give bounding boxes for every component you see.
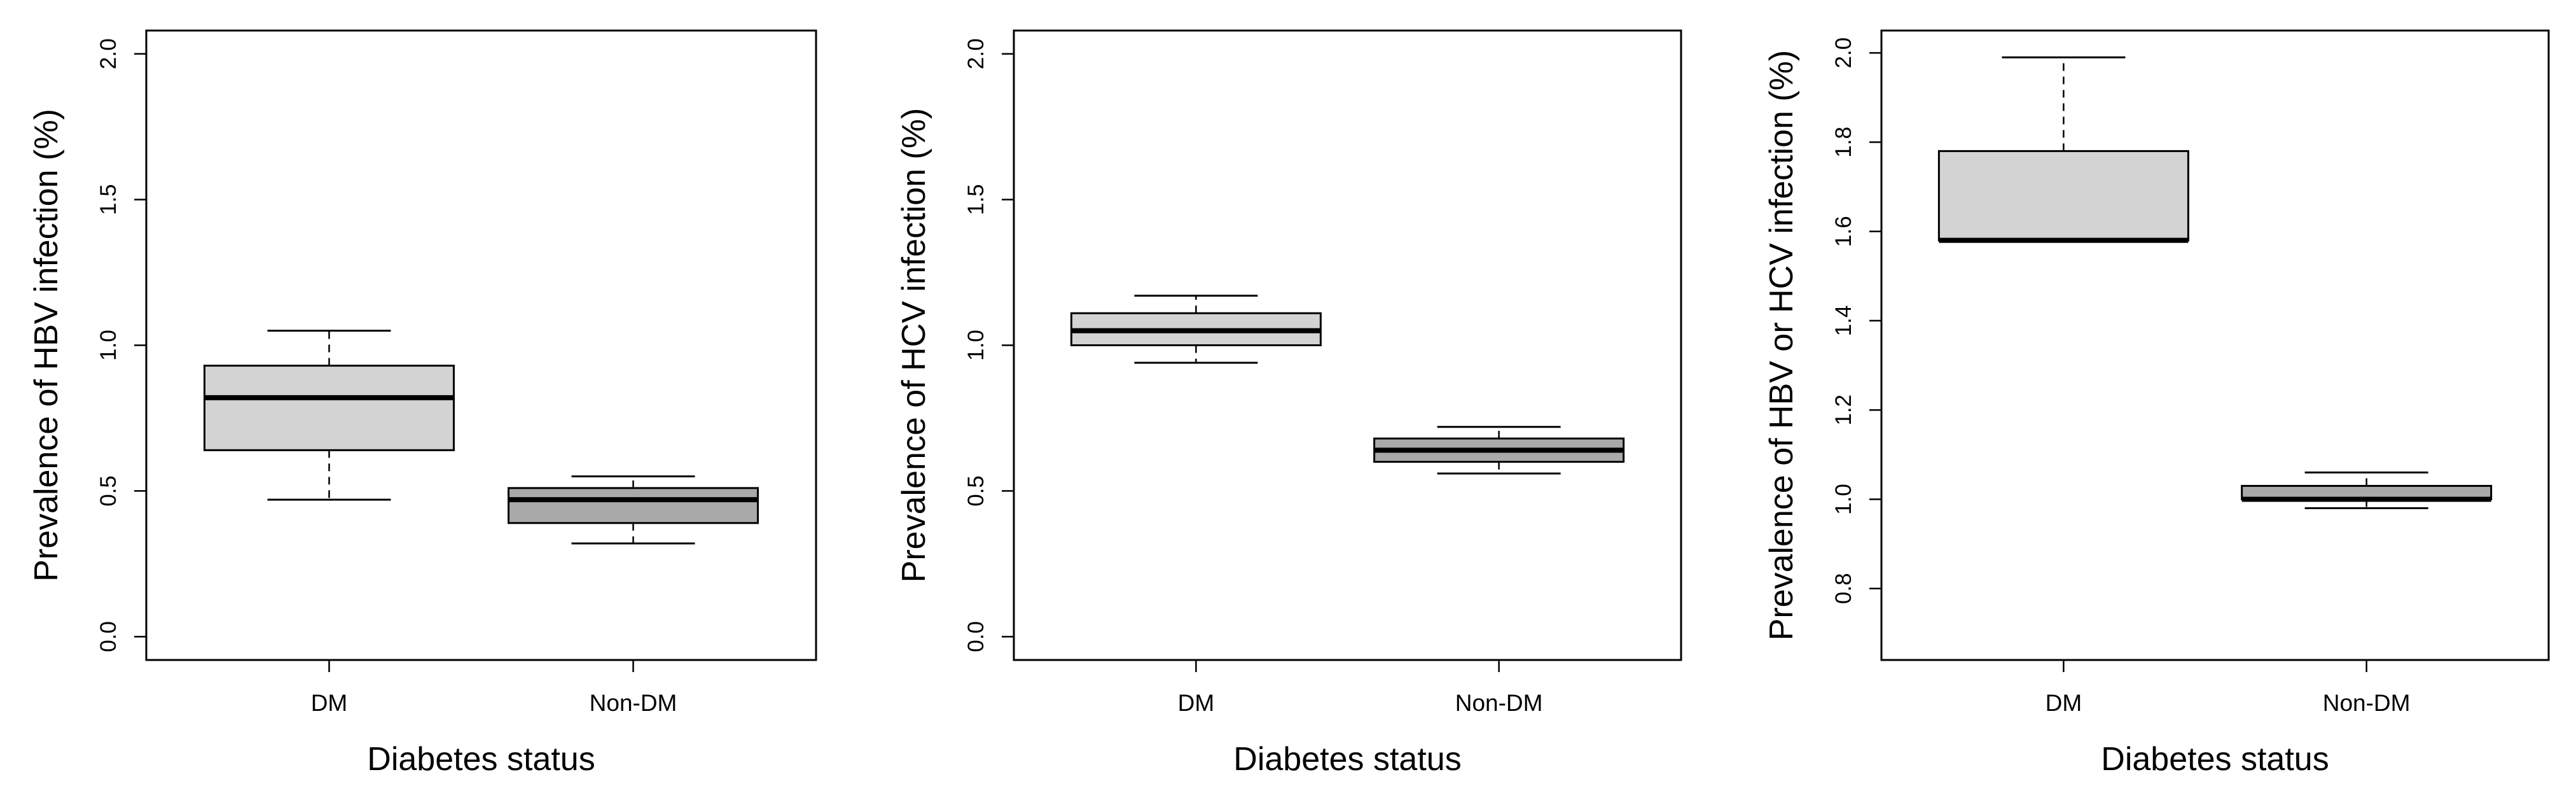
y-tick-label: 2.0 (1831, 38, 1856, 69)
chart-panel-hcv: 0.0 0.5 1.0 1.5 2.0 DM Non-DM (896, 29, 1682, 778)
y-axis-title: Prevalence of HCV infection (%) (896, 108, 932, 583)
y-tick-label: 1.4 (1831, 305, 1856, 337)
y-tick-label: 0.5 (964, 475, 988, 507)
y-tick-label: 1.0 (1831, 484, 1856, 515)
chart-panel-hbv: 0.0 0.5 1.0 1.5 2.0 DM Non-DM (28, 29, 817, 778)
y-tick-label: 0.0 (96, 621, 121, 652)
x-tick-label-dm: DM (311, 690, 348, 716)
x-tick-label-dm: DM (2046, 690, 2082, 716)
x-axis-title: Diabetes status (2101, 741, 2329, 778)
y-axis-title: Prevalence of HBV or HCV infection (%) (1763, 50, 1800, 641)
box-non-dm (508, 475, 759, 545)
y-tick-label: 2.0 (96, 38, 121, 69)
y-tick-label: 1.0 (96, 330, 121, 361)
plot-frame (1880, 29, 2550, 661)
chart-panel-hbv-or-hcv: 0.8 1.0 1.2 1.4 1.6 1.8 2.0 DM Non-DM (1763, 29, 2550, 778)
x-axis-title: Diabetes status (367, 741, 595, 778)
x-tick-label-non-dm: Non-DM (590, 690, 677, 716)
y-tick-label: 1.0 (964, 330, 988, 361)
y-axis: 0.8 1.0 1.2 1.4 1.6 1.8 2.0 (1831, 38, 1881, 604)
y-axis-title: Prevalence of HBV infection (%) (28, 109, 65, 582)
y-tick-label: 1.5 (964, 184, 988, 215)
x-tick-label-dm: DM (1178, 690, 1215, 716)
y-tick-label: 1.8 (1831, 127, 1856, 158)
iqr-box (508, 487, 759, 524)
y-tick-label: 1.6 (1831, 216, 1856, 247)
y-tick-label: 2.0 (964, 38, 988, 69)
x-axis: DM Non-DM (2046, 660, 2411, 716)
y-tick-label: 1.2 (1831, 395, 1856, 426)
box-dm (203, 330, 455, 501)
y-tick-label: 1.5 (96, 184, 121, 215)
box-dm (1937, 56, 2189, 243)
y-axis: 0.0 0.5 1.0 1.5 2.0 (96, 38, 146, 652)
iqr-box (203, 365, 455, 451)
x-axis: DM Non-DM (311, 660, 677, 716)
box-dm (1070, 295, 1322, 364)
plot-frame (145, 29, 817, 661)
y-axis: 0.0 0.5 1.0 1.5 2.0 (964, 38, 1014, 652)
box-non-dm (1373, 426, 1625, 475)
x-axis-title: Diabetes status (1233, 741, 1461, 778)
box-non-dm (2241, 471, 2493, 510)
y-tick-label: 0.5 (96, 475, 121, 507)
x-tick-label-non-dm: Non-DM (2323, 690, 2411, 716)
iqr-box (1937, 150, 2189, 242)
y-tick-label: 0.0 (964, 621, 988, 652)
y-tick-label: 0.8 (1831, 573, 1856, 604)
x-tick-label-non-dm: Non-DM (1455, 690, 1543, 716)
x-axis: DM Non-DM (1178, 660, 1543, 716)
